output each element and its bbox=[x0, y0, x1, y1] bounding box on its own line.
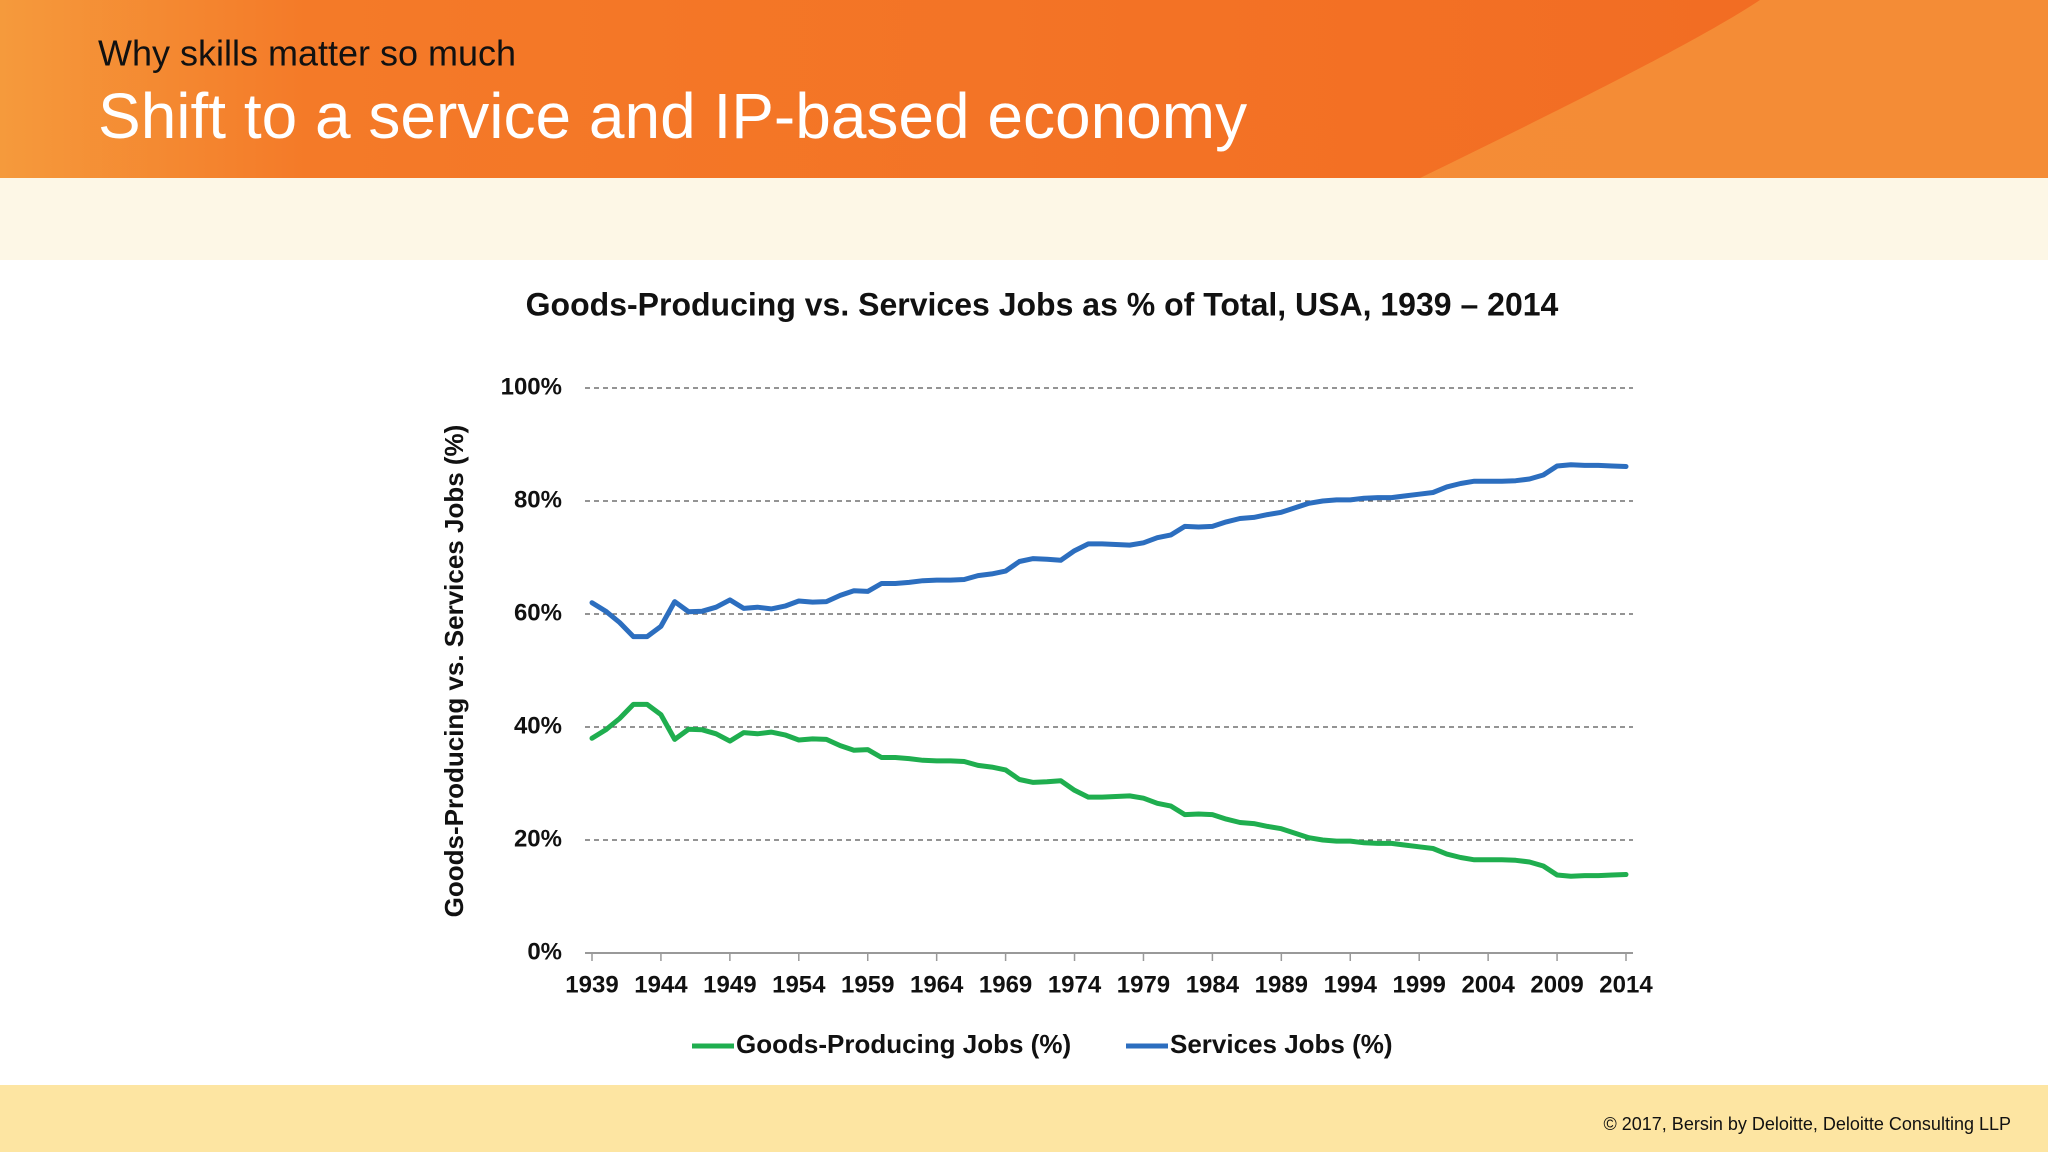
series-line bbox=[589, 701, 1629, 879]
x-tick-label: 2004 bbox=[1461, 971, 1515, 998]
slide-title: Shift to a service and IP-based economy bbox=[98, 80, 1247, 152]
x-tick-label: 1979 bbox=[1117, 971, 1170, 998]
footer-band bbox=[0, 1085, 2048, 1152]
x-tick-label: 1964 bbox=[910, 971, 964, 998]
y-tick-label: 60% bbox=[514, 599, 562, 626]
x-tick-label: 2014 bbox=[1599, 971, 1653, 998]
x-tick-label: 1999 bbox=[1393, 971, 1446, 998]
x-tick-label: 1984 bbox=[1186, 971, 1240, 998]
y-tick-label: 0% bbox=[527, 938, 562, 965]
y-tick-label: 100% bbox=[501, 373, 562, 400]
x-tick-label: 1974 bbox=[1048, 971, 1102, 998]
x-tick-label: 1939 bbox=[565, 971, 618, 998]
x-tick-label: 1989 bbox=[1255, 971, 1308, 998]
legend-label: Goods-Producing Jobs (%) bbox=[736, 1029, 1071, 1059]
header-shadow-band bbox=[0, 178, 2048, 260]
x-tick-label: 1994 bbox=[1324, 971, 1378, 998]
header-swoosh bbox=[1420, 0, 2048, 178]
y-tick-label: 20% bbox=[514, 825, 562, 852]
x-tick-label: 1949 bbox=[703, 971, 756, 998]
x-tick-label: 1959 bbox=[841, 971, 894, 998]
y-tick-label: 80% bbox=[514, 486, 562, 513]
x-tick-label: 2009 bbox=[1530, 971, 1583, 998]
legend-label: Services Jobs (%) bbox=[1170, 1029, 1393, 1059]
chart-title: Goods-Producing vs. Services Jobs as % o… bbox=[526, 286, 1559, 322]
x-tick-label: 1954 bbox=[772, 971, 826, 998]
x-tick-label: 1944 bbox=[634, 971, 688, 998]
x-tick-label: 1969 bbox=[979, 971, 1032, 998]
y-axis-label: Goods-Producing vs. Services Jobs (%) bbox=[439, 425, 469, 918]
series-line bbox=[589, 462, 1629, 640]
y-tick-label: 40% bbox=[514, 712, 562, 739]
kicker: Why skills matter so much bbox=[98, 33, 516, 74]
copyright: © 2017, Bersin by Deloitte, Deloitte Con… bbox=[1604, 1114, 2012, 1134]
